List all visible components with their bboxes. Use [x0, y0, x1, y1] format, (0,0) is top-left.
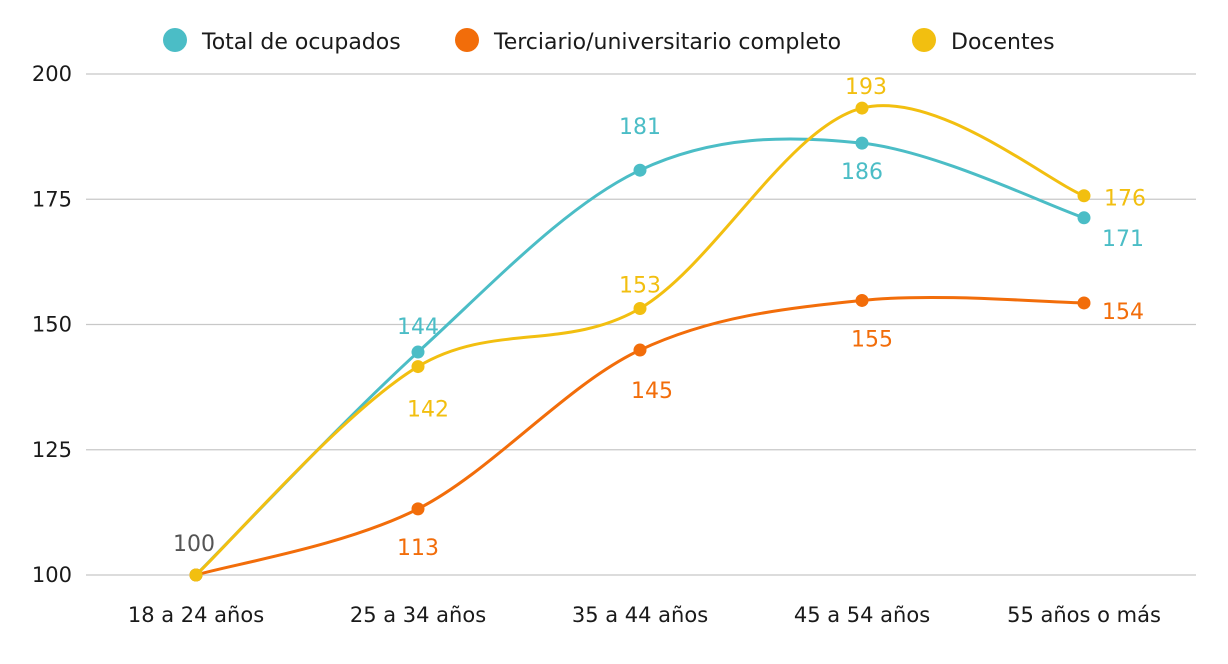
- x-tick-label: 25 a 34 años: [350, 603, 486, 627]
- legend: Total de ocupados Terciario/universitario…: [163, 28, 1055, 55]
- series-line-0: [194, 137, 1086, 577]
- data-point: [855, 293, 869, 307]
- data-label: 144: [397, 315, 439, 340]
- data-label: 155: [851, 327, 893, 352]
- data-point: [633, 301, 647, 315]
- data-point: [1077, 189, 1091, 203]
- data-point: [633, 343, 647, 357]
- data-label: 176: [1104, 187, 1146, 212]
- data-labels: 100 144 181 186 171 113 145 155 154 142 153 193 176: [173, 75, 1146, 561]
- data-label: 145: [631, 379, 673, 404]
- data-label: 100: [173, 532, 215, 557]
- x-tick-label: 35 a 44 años: [572, 603, 708, 627]
- series-line-1: [194, 295, 1086, 577]
- data-point: [411, 360, 425, 374]
- data-label: 113: [397, 536, 439, 561]
- y-tick-label: 175: [32, 187, 72, 211]
- y-tick-label: 100: [32, 563, 72, 587]
- gridlines: [86, 73, 1196, 576]
- data-point: [189, 568, 203, 582]
- data-point: [411, 345, 425, 359]
- data-label: 186: [841, 160, 883, 185]
- x-tick-label: 18 a 24 años: [128, 603, 264, 627]
- data-label: 181: [619, 115, 661, 140]
- x-tick-label: 45 a 54 años: [794, 603, 930, 627]
- data-point: [1077, 296, 1091, 310]
- legend-label: Terciario/universitario completo: [493, 30, 841, 55]
- y-tick-label: 150: [32, 313, 72, 337]
- data-label: 142: [407, 398, 449, 423]
- x-axis: 18 a 24 años 25 a 34 años 35 a 44 años 45 a…: [128, 603, 1161, 627]
- legend-label: Total de ocupados: [201, 30, 401, 55]
- data-point: [633, 163, 647, 177]
- data-point: [1077, 211, 1091, 225]
- series-points: [189, 101, 1091, 582]
- legend-marker: [163, 28, 187, 52]
- data-label: 154: [1102, 300, 1144, 325]
- data-point: [411, 502, 425, 516]
- y-axis: 100 125 150 175 200: [32, 62, 72, 587]
- y-tick-label: 125: [32, 438, 72, 462]
- legend-marker: [912, 28, 936, 52]
- data-label: 171: [1102, 227, 1144, 252]
- data-label: 153: [619, 273, 661, 298]
- legend-marker: [455, 28, 479, 52]
- y-tick-label: 200: [32, 62, 72, 86]
- data-label: 193: [845, 75, 887, 100]
- legend-label: Docentes: [951, 30, 1055, 55]
- data-point: [855, 136, 869, 150]
- x-tick-label: 55 años o más: [1007, 603, 1161, 627]
- data-point: [855, 101, 869, 115]
